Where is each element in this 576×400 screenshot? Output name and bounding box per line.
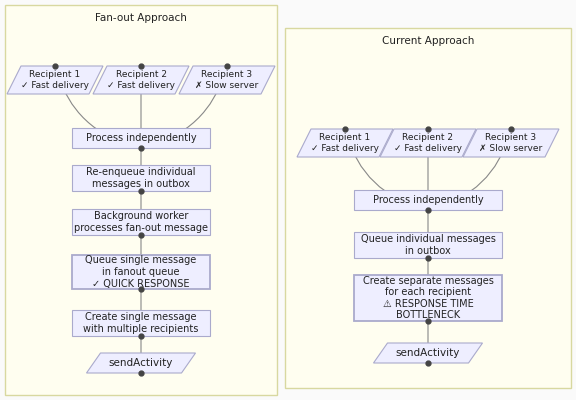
Text: Recipient 3
✗ Slow server: Recipient 3 ✗ Slow server (479, 133, 543, 153)
Text: Recipient 1
✓ Fast delivery: Recipient 1 ✓ Fast delivery (21, 70, 89, 90)
Text: Process independently: Process independently (86, 133, 196, 143)
Text: Recipient 2
✓ Fast delivery: Recipient 2 ✓ Fast delivery (394, 133, 462, 153)
Polygon shape (463, 129, 559, 157)
Polygon shape (373, 343, 483, 363)
Text: sendActivity: sendActivity (109, 358, 173, 368)
Text: Fan-out Approach: Fan-out Approach (95, 13, 187, 23)
Text: Queue individual messages
in outbox: Queue individual messages in outbox (361, 234, 495, 256)
FancyBboxPatch shape (72, 165, 210, 191)
Polygon shape (7, 66, 103, 94)
FancyBboxPatch shape (285, 28, 571, 388)
Text: Create separate messages
for each recipient
⚠ RESPONSE TIME
BOTTLENECK: Create separate messages for each recipi… (362, 276, 494, 320)
FancyBboxPatch shape (5, 5, 277, 395)
FancyBboxPatch shape (354, 190, 502, 210)
Polygon shape (86, 353, 195, 373)
Text: Recipient 3
✗ Slow server: Recipient 3 ✗ Slow server (195, 70, 259, 90)
FancyBboxPatch shape (72, 209, 210, 235)
Polygon shape (297, 129, 393, 157)
Text: Background worker
processes fan-out message: Background worker processes fan-out mess… (74, 211, 208, 233)
Text: Process independently: Process independently (373, 195, 483, 205)
Text: Recipient 2
✓ Fast delivery: Recipient 2 ✓ Fast delivery (107, 70, 175, 90)
FancyBboxPatch shape (72, 255, 210, 289)
Text: Recipient 1
✓ Fast delivery: Recipient 1 ✓ Fast delivery (311, 133, 379, 153)
FancyBboxPatch shape (72, 128, 210, 148)
Polygon shape (179, 66, 275, 94)
Polygon shape (93, 66, 189, 94)
Text: Queue single message
in fanout queue
✓ QUICK RESPONSE: Queue single message in fanout queue ✓ Q… (85, 256, 196, 289)
Text: Current Approach: Current Approach (382, 36, 474, 46)
Polygon shape (380, 129, 476, 157)
FancyBboxPatch shape (354, 232, 502, 258)
Text: Re-enqueue individual
messages in outbox: Re-enqueue individual messages in outbox (86, 167, 196, 189)
FancyBboxPatch shape (354, 275, 502, 321)
Text: sendActivity: sendActivity (396, 348, 460, 358)
Text: Create single message
with multiple recipients: Create single message with multiple reci… (84, 312, 199, 334)
FancyBboxPatch shape (72, 310, 210, 336)
